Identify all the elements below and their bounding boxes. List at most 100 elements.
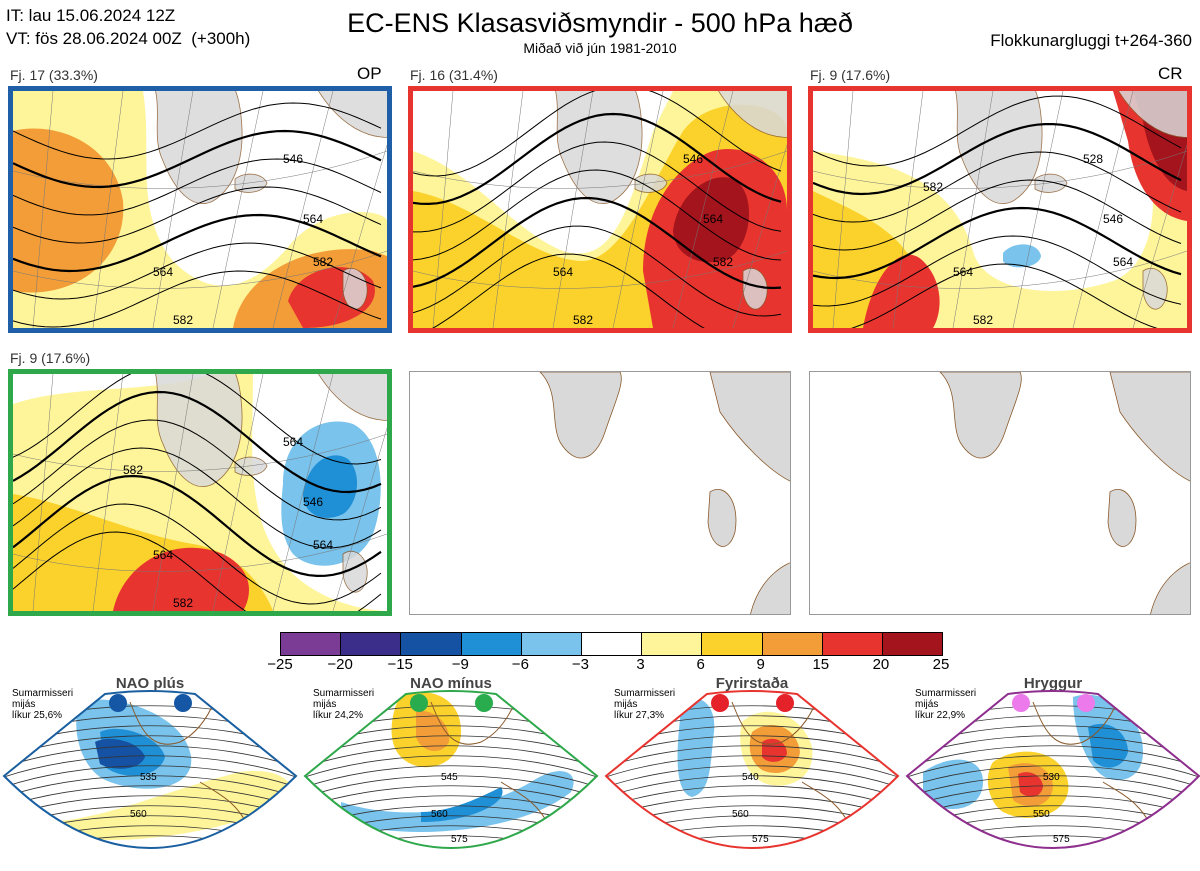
graticule-line bbox=[612, 91, 664, 328]
regime-note: Sumarmisseri mijás líkur 25,6% bbox=[12, 688, 74, 721]
height-contour bbox=[432, 253, 705, 328]
regime-title: NAO plús bbox=[115, 675, 185, 692]
graticule-line bbox=[813, 150, 1187, 189]
contour-label: 546 bbox=[303, 495, 323, 509]
height-contour bbox=[13, 213, 382, 273]
graticule-line bbox=[732, 144, 787, 328]
land-europe bbox=[750, 562, 790, 614]
graticule-line bbox=[212, 374, 264, 611]
colorbar-tick-label: 9 bbox=[756, 656, 765, 673]
regime-contour bbox=[606, 755, 898, 783]
height-contour bbox=[13, 186, 382, 244]
colorbar-swatch bbox=[520, 633, 581, 655]
colorbar-tick-label: 15 bbox=[812, 656, 830, 673]
anomaly-map: 546 564 564 582 582 bbox=[13, 91, 387, 328]
regime-contour bbox=[606, 835, 898, 848]
contour-label: 546 bbox=[683, 152, 703, 166]
contour-label: 582 bbox=[973, 313, 993, 327]
regime-contour-label: 550 bbox=[1033, 809, 1050, 820]
contour-label: 564 bbox=[553, 265, 573, 279]
regime-marker-dot bbox=[109, 694, 127, 712]
regime-marker-dot bbox=[410, 694, 428, 712]
regime-contour bbox=[907, 835, 1199, 848]
land-outline bbox=[955, 91, 1043, 204]
graticule-line bbox=[32, 374, 54, 611]
height-contour bbox=[413, 112, 782, 206]
contour-label: 528 bbox=[1083, 152, 1103, 166]
panel-3-label: Fj. 9 (17.6%) bbox=[810, 67, 891, 83]
negative-anomaly-area bbox=[303, 455, 358, 518]
colorbar-tick-label: 3 bbox=[636, 656, 645, 673]
regime-note: Sumarmisseri mijás líkur 27,3% bbox=[614, 688, 676, 721]
regime-fan-content: 530 550 575 bbox=[907, 694, 1199, 848]
regime-anomaly bbox=[677, 698, 715, 797]
colorbar-tick-label: −25 bbox=[267, 656, 293, 673]
regime-title: Fyrirstaða bbox=[715, 675, 789, 692]
height-contour bbox=[13, 390, 382, 494]
height-contour bbox=[13, 374, 382, 465]
height-contour bbox=[813, 179, 1182, 251]
colorbar-tick-label: 6 bbox=[696, 656, 705, 673]
regime-contour-label: 545 bbox=[441, 772, 458, 783]
graticule-line bbox=[13, 150, 387, 189]
graticule-line bbox=[432, 91, 454, 328]
panel-1-tag: OP bbox=[357, 64, 382, 83]
land-outline bbox=[1118, 91, 1187, 138]
regime-contour-label: 530 bbox=[1043, 772, 1060, 783]
graticule-line bbox=[1132, 144, 1187, 328]
cluster-panel-1: 546 564 564 582 582 bbox=[8, 86, 392, 333]
land-greenland bbox=[939, 372, 1022, 459]
height-contour bbox=[813, 123, 1182, 196]
colorbar-swatch bbox=[340, 633, 401, 655]
height-contour bbox=[13, 419, 382, 521]
land-british-isles bbox=[1107, 489, 1137, 547]
empty-map bbox=[539, 372, 790, 614]
height-contour bbox=[413, 169, 782, 261]
cluster-panel-4: 564 546 564 564 582 582 bbox=[8, 369, 392, 616]
land-outline bbox=[742, 268, 768, 310]
height-contour bbox=[13, 503, 382, 605]
regime-contour-label: 575 bbox=[451, 834, 468, 845]
regime-contour bbox=[606, 745, 898, 773]
height-contour bbox=[13, 474, 382, 578]
regime-marker-dot bbox=[475, 694, 493, 712]
land-outline bbox=[318, 91, 387, 138]
empty-panel-1 bbox=[409, 371, 791, 615]
land-outline bbox=[234, 456, 268, 476]
chart-title: EC-ENS Klasasviðsmyndir - 500 hPa hæð bbox=[347, 8, 853, 38]
anomaly-area bbox=[13, 128, 124, 293]
regime-contour-label: 535 bbox=[140, 772, 157, 783]
contour-label: 564 bbox=[313, 538, 333, 552]
empty-map bbox=[939, 372, 1190, 614]
regime-contour bbox=[606, 785, 898, 813]
height-contour bbox=[813, 151, 1182, 223]
regime-contour bbox=[4, 765, 296, 793]
regime-fan-border bbox=[905, 690, 1200, 849]
empty-panel-2 bbox=[809, 371, 1191, 615]
anomaly-area bbox=[863, 254, 940, 328]
contour-label: 582 bbox=[123, 463, 143, 477]
classification-window: Flokkunargluggi t+264-360 bbox=[990, 31, 1192, 50]
panel-2-label: Fj. 16 (31.4%) bbox=[410, 67, 498, 83]
regime-contour bbox=[907, 705, 1199, 733]
land-outline bbox=[155, 374, 243, 487]
land-outline bbox=[718, 91, 787, 138]
regime-contour bbox=[907, 755, 1199, 783]
regime-contour bbox=[305, 775, 597, 803]
init-time: IT: lau 15.06.2024 12Z bbox=[6, 6, 176, 25]
colorbar-swatch bbox=[580, 633, 642, 655]
regime-contour bbox=[606, 805, 898, 833]
anomaly-area bbox=[673, 177, 750, 263]
regime-coastline bbox=[731, 699, 818, 745]
contour-label: 564 bbox=[703, 212, 723, 226]
land-outline bbox=[1034, 173, 1068, 193]
regime-title: NAO mínus bbox=[410, 675, 492, 692]
colorbar-tick-label: −3 bbox=[571, 656, 590, 673]
height-contour bbox=[813, 206, 1182, 280]
regime-marker-dot bbox=[711, 694, 729, 712]
colorbar-swatch bbox=[761, 633, 822, 655]
contour-label: 564 bbox=[303, 212, 323, 226]
colorbar-swatch bbox=[281, 633, 341, 655]
header-init-valid: IT: lau 15.06.2024 12Z VT: fös 28.06.2024… bbox=[6, 4, 250, 50]
contour-label: 564 bbox=[953, 265, 973, 279]
